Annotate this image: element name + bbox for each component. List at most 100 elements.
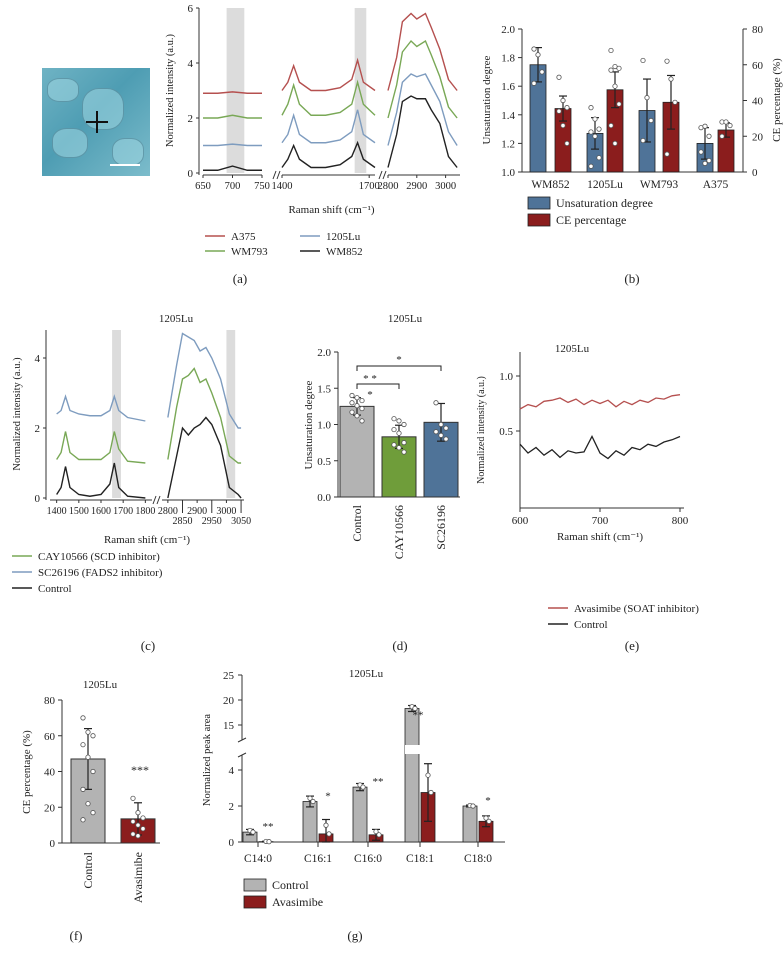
data-point: [560, 122, 566, 129]
data-point: [359, 397, 365, 404]
y-tick-label: 0: [50, 838, 56, 850]
spectrum-line-1205Lu: [203, 143, 262, 147]
panel-label-b: (b): [624, 271, 639, 286]
legend-label: CAY10566 (SCD inhibitor): [38, 551, 160, 563]
x-tick-label: 1400: [47, 506, 67, 517]
significance-marker: **: [263, 821, 274, 833]
bar-CAY10566: [381, 436, 417, 498]
legend-label: Avasimibe: [272, 895, 323, 909]
x-tick-label: Control: [350, 504, 364, 541]
chart-title: 1205Lu: [159, 313, 194, 325]
y-tick-label: 0: [35, 493, 41, 505]
axis-break-mark: [378, 170, 383, 180]
axis-break-mark: [272, 170, 277, 180]
spectrum-line-A375: [387, 12, 458, 91]
data-point: [85, 754, 91, 760]
x-tick-label: 2800: [158, 506, 178, 517]
y-tick-label: 20: [223, 695, 235, 707]
x-tick-label: 3050: [231, 516, 251, 527]
data-point: [592, 116, 598, 122]
y-axis-label: CE percentage (%): [21, 730, 33, 814]
panel-label-a: (a): [233, 271, 247, 286]
significance-marker: *: [325, 791, 331, 803]
data-point: [668, 76, 674, 82]
y-tick-label: 60: [44, 731, 56, 743]
bar-C16:0-Control: [352, 786, 368, 843]
data-point: [80, 715, 86, 721]
data-point: [702, 123, 708, 129]
cell-micrograph: [42, 68, 150, 176]
x-axis-label: Raman shift (cm⁻¹): [104, 534, 190, 546]
data-point: [470, 803, 476, 809]
data-point: [376, 832, 382, 838]
x-tick-label: 650: [195, 181, 211, 192]
data-point: [349, 409, 355, 415]
data-point: [354, 403, 360, 409]
data-point: [354, 395, 360, 401]
data-point: [672, 99, 678, 105]
data-point: [401, 421, 407, 428]
x-tick-label: 1700: [359, 181, 380, 192]
data-point: [130, 831, 136, 837]
spectrum-line-WM852: [387, 95, 458, 168]
y-tick-label: 1.4: [501, 110, 515, 122]
data-point: [135, 833, 141, 839]
y-tick-label: 80: [44, 695, 56, 707]
legend-label: Avasimibe (SOAT inhibitor): [574, 603, 699, 615]
data-point: [531, 80, 537, 86]
legend-label: SC26196 (FADS2 inhibitor): [38, 567, 163, 579]
y-tick-label: 4: [35, 353, 41, 365]
data-point: [531, 46, 537, 52]
shaded-band: [226, 8, 245, 173]
y2-tick-label: 20: [752, 131, 764, 143]
data-point: [644, 95, 650, 101]
legend-label: Control: [38, 583, 72, 595]
spectrum-line-A375: [203, 91, 262, 94]
x-tick-label: 2850: [173, 516, 193, 527]
legend-label: A375: [231, 231, 256, 243]
x-tick-label: 3000: [435, 181, 456, 192]
y-tick-label: 2: [35, 423, 41, 435]
legend-swatch: [527, 213, 551, 227]
data-point: [588, 105, 594, 111]
data-point: [391, 426, 397, 433]
y-tick-label: 0.5: [317, 456, 331, 468]
y2-axis-label: CE percentage (%): [771, 58, 783, 142]
spectrum-line-CAY10566: [167, 367, 242, 464]
significance-marker: *: [367, 389, 373, 401]
spectrum-line: [519, 435, 681, 460]
data-point: [648, 117, 654, 124]
y2-tick-label: 0: [752, 167, 758, 179]
data-point: [90, 733, 96, 739]
data-point: [698, 149, 704, 155]
data-point: [85, 729, 91, 735]
significance-marker: **: [413, 710, 424, 722]
data-point: [596, 155, 602, 161]
y-tick-label: 1.6: [501, 81, 515, 93]
panel-label-e: (e): [625, 638, 639, 653]
y-axis-label: Normalized peak area: [202, 714, 213, 806]
y-tick-label: 1.0: [501, 167, 515, 179]
data-point: [564, 140, 570, 146]
data-point: [723, 119, 729, 125]
legend-label: Unsaturation degree: [556, 196, 653, 210]
data-point: [596, 126, 602, 132]
x-tick-label: 3000: [216, 506, 236, 517]
y-axis-label: Normalized intensity (a.u.): [476, 376, 487, 484]
data-point: [640, 57, 646, 64]
data-point: [80, 742, 86, 748]
x-tick-label: 750: [254, 181, 270, 192]
spectrum-line-WM793: [281, 79, 376, 116]
y-tick-label: 4: [188, 58, 194, 70]
data-point: [616, 101, 622, 107]
spectrum-line-Control: [167, 416, 242, 499]
data-point: [250, 829, 256, 835]
spectrum-line-WM793: [387, 39, 458, 119]
y-tick-label: 0: [229, 837, 235, 849]
data-point: [391, 416, 397, 422]
data-point: [702, 160, 708, 167]
data-point: [564, 105, 570, 111]
legend-label: Control: [272, 878, 309, 892]
data-point: [307, 795, 313, 801]
data-point: [443, 425, 449, 431]
